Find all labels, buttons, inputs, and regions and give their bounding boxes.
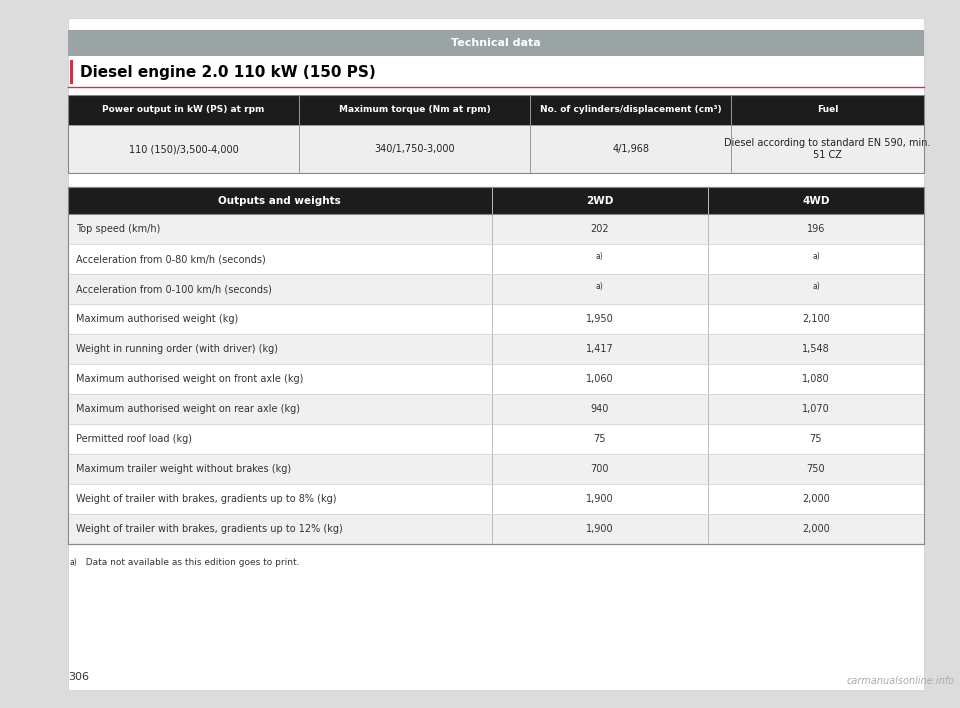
Text: 306: 306 — [68, 672, 89, 682]
Text: No. of cylinders/displacement (cm³): No. of cylinders/displacement (cm³) — [540, 105, 722, 115]
Text: a): a) — [812, 251, 820, 261]
Bar — [68, 18, 924, 690]
Text: Maximum authorised weight on front axle (kg): Maximum authorised weight on front axle … — [76, 374, 303, 384]
Text: Maximum authorised weight (kg): Maximum authorised weight (kg) — [76, 314, 238, 324]
Text: 1,417: 1,417 — [586, 344, 613, 354]
Text: Weight in running order (with driver) (kg): Weight in running order (with driver) (k… — [76, 344, 278, 354]
Bar — [68, 304, 924, 334]
Text: 1,950: 1,950 — [586, 314, 613, 324]
Text: 1,070: 1,070 — [802, 404, 829, 414]
Text: 2,000: 2,000 — [802, 494, 829, 504]
Text: 4/1,968: 4/1,968 — [612, 144, 649, 154]
Text: 2,100: 2,100 — [802, 314, 829, 324]
Text: 196: 196 — [806, 224, 825, 234]
Bar — [68, 364, 924, 394]
Text: Diesel according to standard EN 590, min.
51 CZ: Diesel according to standard EN 590, min… — [725, 138, 931, 160]
Bar — [68, 274, 924, 304]
Text: carmanualsonline.info: carmanualsonline.info — [847, 676, 955, 686]
Text: 2,000: 2,000 — [802, 524, 829, 534]
Text: a): a) — [596, 282, 604, 290]
Text: Maximum authorised weight on rear axle (kg): Maximum authorised weight on rear axle (… — [76, 404, 300, 414]
Text: 1,060: 1,060 — [586, 374, 613, 384]
Text: Power output in kW (PS) at rpm: Power output in kW (PS) at rpm — [103, 105, 265, 115]
Bar — [68, 187, 924, 214]
Text: Acceleration from 0-80 km/h (seconds): Acceleration from 0-80 km/h (seconds) — [76, 254, 266, 264]
Bar — [68, 187, 924, 544]
Text: 75: 75 — [809, 434, 822, 444]
Text: a): a) — [70, 558, 78, 567]
Text: Fuel: Fuel — [817, 105, 838, 115]
Text: 2WD: 2WD — [587, 195, 613, 205]
Text: Weight of trailer with brakes, gradients up to 8% (kg): Weight of trailer with brakes, gradients… — [76, 494, 337, 504]
Bar — [68, 95, 924, 125]
Bar — [68, 214, 924, 244]
Text: Outputs and weights: Outputs and weights — [219, 195, 341, 205]
Text: Technical data: Technical data — [451, 38, 540, 48]
Bar — [68, 125, 924, 173]
Bar — [68, 244, 924, 274]
Text: 4WD: 4WD — [803, 195, 829, 205]
Text: 75: 75 — [593, 434, 606, 444]
Text: Data not available as this edition goes to print.: Data not available as this edition goes … — [80, 558, 300, 567]
Text: 1,900: 1,900 — [586, 494, 613, 504]
Bar — [70, 60, 73, 84]
Bar — [68, 394, 924, 424]
Bar — [68, 424, 924, 454]
Bar — [68, 454, 924, 484]
Text: 1,900: 1,900 — [586, 524, 613, 534]
Text: 940: 940 — [590, 404, 609, 414]
Text: 202: 202 — [590, 224, 609, 234]
Text: 1,548: 1,548 — [802, 344, 829, 354]
Text: a): a) — [812, 282, 820, 290]
Bar — [68, 334, 924, 364]
Text: 110 (150)/3,500-4,000: 110 (150)/3,500-4,000 — [129, 144, 238, 154]
Text: Diesel engine 2.0 110 kW (150 PS): Diesel engine 2.0 110 kW (150 PS) — [80, 64, 375, 79]
Text: Permitted roof load (kg): Permitted roof load (kg) — [76, 434, 192, 444]
Text: 750: 750 — [806, 464, 826, 474]
Text: Maximum torque (Nm at rpm): Maximum torque (Nm at rpm) — [339, 105, 491, 115]
Text: a): a) — [596, 251, 604, 261]
Text: Weight of trailer with brakes, gradients up to 12% (kg): Weight of trailer with brakes, gradients… — [76, 524, 343, 534]
Text: 1,080: 1,080 — [803, 374, 829, 384]
Text: 340/1,750-3,000: 340/1,750-3,000 — [374, 144, 455, 154]
Text: 700: 700 — [590, 464, 609, 474]
Bar — [68, 95, 924, 173]
Text: Top speed (km/h): Top speed (km/h) — [76, 224, 160, 234]
Bar — [68, 30, 924, 56]
Text: Acceleration from 0-100 km/h (seconds): Acceleration from 0-100 km/h (seconds) — [76, 284, 272, 294]
Bar — [68, 484, 924, 514]
Bar — [68, 514, 924, 544]
Text: Maximum trailer weight without brakes (kg): Maximum trailer weight without brakes (k… — [76, 464, 291, 474]
